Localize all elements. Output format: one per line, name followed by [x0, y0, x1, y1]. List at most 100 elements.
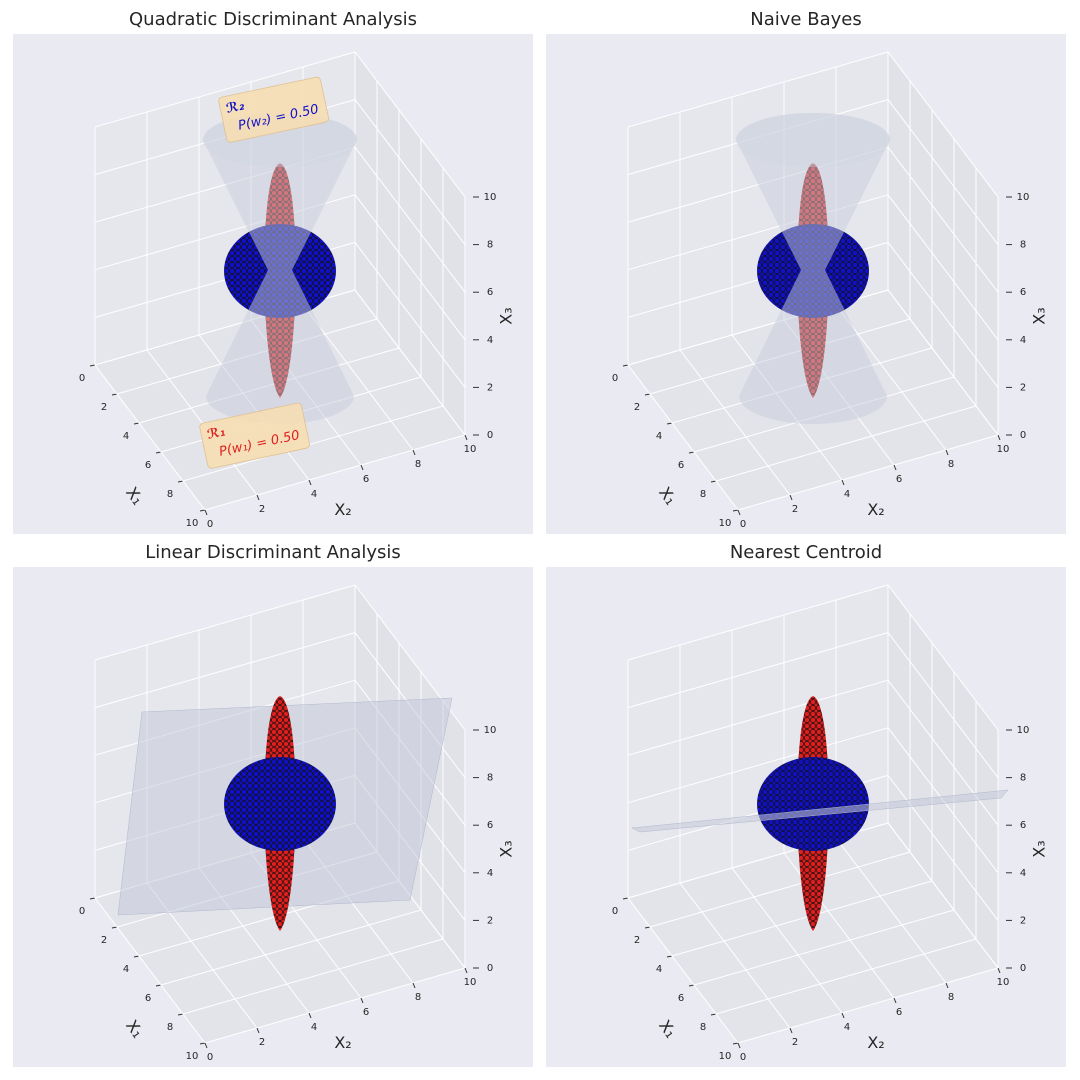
pane-side [355, 52, 465, 435]
y-tick-label: 10 [997, 977, 1010, 988]
class-blue-cloud [224, 757, 336, 851]
grid-line [146, 349, 258, 496]
tick-mark [789, 1027, 793, 1034]
z-tick-label: 4 [487, 868, 493, 879]
z-tick-label: 10 [484, 725, 497, 736]
grid-line [715, 405, 977, 482]
grid-line [354, 194, 466, 341]
z-tick-label: 10 [484, 192, 497, 203]
tick-mark [199, 1042, 206, 1045]
y-tick-label: 10 [464, 977, 477, 988]
tick-mark [464, 967, 468, 974]
y-tick-label: 2 [259, 1037, 265, 1048]
grid-line [887, 822, 999, 969]
tick-mark [789, 494, 793, 501]
annotation: ℛ₂P(w₂) = 0.50 [218, 76, 329, 143]
annotation-box [199, 402, 310, 469]
z-tick-label: 8 [487, 773, 493, 784]
tick-mark [133, 955, 140, 958]
x-tick-label: 10 [186, 1051, 199, 1062]
x-tick-label: 4 [123, 964, 129, 975]
tick-mark [732, 1042, 739, 1045]
z-tick-label: 0 [1020, 963, 1026, 974]
grid-line [887, 289, 999, 436]
z-tick-label: 2 [1020, 382, 1026, 393]
tick-mark [256, 494, 260, 501]
grid-line [887, 632, 999, 778]
grid-line [627, 364, 739, 511]
tick-mark [732, 509, 739, 512]
tick-mark [177, 1013, 184, 1016]
grid-line [94, 897, 206, 1044]
x-tick-label: 8 [167, 489, 173, 500]
tick-mark [997, 434, 1001, 441]
grid-line [835, 304, 947, 451]
grid-line [679, 349, 791, 496]
y-tick-label: 2 [792, 1037, 798, 1048]
tick-mark [360, 997, 364, 1004]
z-tick-label: 10 [1017, 192, 1030, 203]
grid-line [887, 584, 999, 731]
grid-line [835, 837, 947, 984]
y-axis-label: X₂ [334, 1033, 351, 1052]
grid-line [627, 679, 889, 756]
grid-line [715, 938, 977, 1015]
x-tick-label: 6 [145, 460, 151, 471]
tick-mark [308, 479, 312, 486]
z-axis-label: X₃ [1030, 307, 1049, 324]
grid-line [887, 242, 999, 388]
y-tick-label: 8 [415, 459, 421, 470]
x-tick-label: 6 [678, 460, 684, 471]
tick-mark [737, 509, 741, 516]
grid-line [887, 775, 999, 921]
x-tick-label: 2 [634, 402, 640, 413]
tick-mark [360, 464, 364, 471]
pane-side [888, 52, 998, 435]
grid-line [354, 99, 466, 245]
tick-mark [841, 479, 845, 486]
z-tick-label: 8 [1020, 240, 1026, 251]
z-tick-label: 2 [1020, 915, 1026, 926]
chart-title: Linear Discriminant Analysis [145, 542, 401, 563]
y-tick-label: 8 [948, 459, 954, 470]
class-blue-cloud [757, 757, 869, 851]
x-tick-label: 10 [186, 518, 199, 529]
x-tick-label: 10 [719, 1051, 732, 1062]
x-tick-label: 8 [700, 489, 706, 500]
tick-mark [893, 997, 897, 1004]
chart-title: Nearest Centroid [730, 542, 882, 563]
x-tick-label: 8 [700, 1022, 706, 1033]
y-tick-label: 2 [792, 504, 798, 515]
grid-line [354, 289, 466, 436]
grid-line [204, 967, 466, 1044]
y-tick-label: 10 [997, 444, 1010, 455]
annotation-label: ℛ₁ [206, 424, 227, 442]
x-tick-label: 4 [123, 431, 129, 442]
grid-line [737, 967, 999, 1044]
y-tick-label: 2 [259, 504, 265, 515]
decision-plane [631, 789, 1009, 833]
grid-line [204, 434, 466, 511]
grid-line [887, 99, 999, 245]
grid-line [887, 194, 999, 341]
z-tick-label: 2 [487, 382, 493, 393]
z-tick-label: 8 [487, 240, 493, 251]
x-tick-label: 10 [719, 518, 732, 529]
grid-line [94, 51, 356, 128]
grid-line [887, 679, 999, 826]
grid-line [627, 632, 889, 709]
grid-line [182, 405, 444, 482]
x-tick-label: 0 [612, 373, 618, 384]
grid-line [94, 364, 206, 511]
annotation: ℛ₁P(w₁) = 0.50 [199, 402, 310, 469]
subplot: Linear Discriminant Analysis 0 2 4 6 8 10 0 2 4 6 8… [13, 542, 533, 1067]
decision-surface [203, 113, 357, 424]
tick-mark [666, 422, 673, 425]
grid-line [731, 867, 843, 1014]
tick-mark [841, 1012, 845, 1019]
y-tick-label: 6 [363, 1007, 369, 1018]
tick-mark [155, 451, 162, 454]
tick-mark [997, 967, 1001, 974]
